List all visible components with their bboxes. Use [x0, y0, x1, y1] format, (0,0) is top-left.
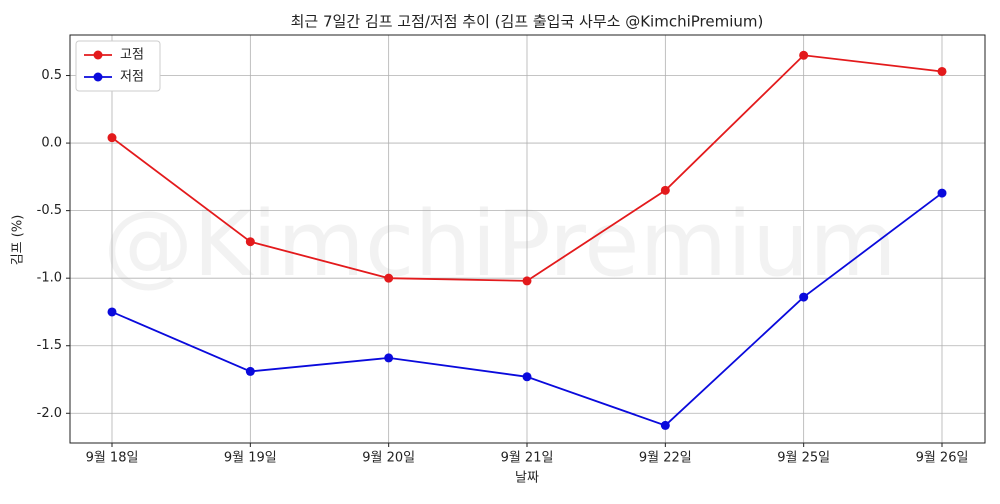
data-point	[660, 420, 670, 430]
data-point	[107, 307, 117, 317]
y-tick-label: -2.0	[37, 406, 62, 421]
data-point	[245, 237, 255, 247]
x-tick-label: 9월 18일	[86, 451, 139, 466]
y-axis-label: 김프 (%)	[11, 215, 26, 266]
y-tick-label: -0.5	[37, 203, 62, 218]
data-point	[937, 66, 947, 76]
legend-box	[75, 40, 161, 92]
data-point	[660, 185, 670, 195]
y-tick-label: -1.0	[37, 271, 62, 286]
x-tick-label: 9월 25일	[777, 451, 830, 466]
x-tick-label: 9월 20일	[362, 451, 415, 466]
data-point	[799, 292, 809, 302]
x-axis-label: 날짜	[515, 471, 539, 486]
chart-title: 최근 7일간 김프 고점/저점 추이 (김프 출입국 사무소 @KimchiPr…	[291, 13, 764, 31]
y-tick-label: 0.0	[41, 136, 62, 151]
legend-marker	[93, 50, 103, 60]
x-tick-label: 9월 19일	[224, 451, 277, 466]
data-point	[522, 276, 532, 286]
y-tick-label: -1.5	[37, 338, 62, 353]
data-point	[937, 188, 947, 198]
data-point	[107, 133, 117, 143]
y-tick-label: 0.5	[41, 68, 62, 83]
data-point	[384, 273, 394, 283]
legend-label: 저점	[120, 70, 144, 85]
data-point	[245, 366, 255, 376]
legend-label: 고점	[120, 48, 144, 63]
x-tick-label: 9월 21일	[501, 451, 554, 466]
legend-marker	[93, 72, 103, 82]
data-point	[799, 50, 809, 60]
plot-frame	[69, 34, 986, 444]
x-tick-label: 9월 26일	[916, 451, 969, 466]
data-point	[522, 372, 532, 382]
data-point	[384, 353, 394, 363]
x-tick-label: 9월 22일	[639, 451, 692, 466]
watermark: @KimchiPremium	[103, 192, 897, 297]
